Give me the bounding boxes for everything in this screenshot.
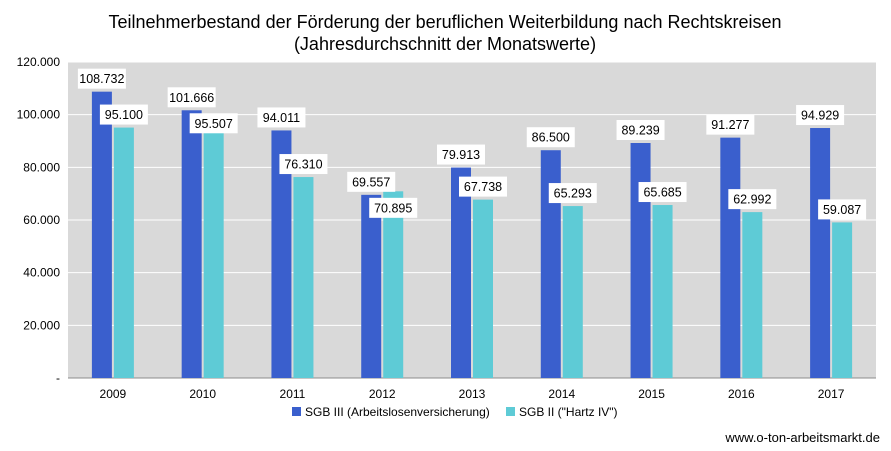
y-tick-label: 80.000 [23, 160, 60, 174]
data-label-sgb2-2015: 65.685 [638, 182, 687, 203]
legend-label: SGB II ("Hartz IV") [519, 405, 618, 419]
data-label-sgb2-2016: 62.992 [728, 189, 777, 210]
bar-sgb3-2011 [271, 130, 292, 378]
chart-title: Teilnehmerbestand der Förderung der beru… [108, 12, 781, 32]
data-label-sgb3-2015: 89.239 [616, 120, 665, 141]
x-tick-label: 2009 [100, 387, 127, 401]
svg-text:95.507: 95.507 [195, 117, 233, 131]
y-tick-label: 60.000 [23, 213, 60, 227]
svg-text:79.913: 79.913 [442, 148, 480, 162]
svg-text:65.685: 65.685 [643, 186, 681, 200]
svg-text:62.992: 62.992 [733, 193, 771, 207]
svg-text:94.929: 94.929 [801, 109, 839, 123]
svg-text:91.277: 91.277 [711, 118, 749, 132]
bar-sgb2-2013 [473, 199, 493, 378]
data-label-sgb2-2013: 67.738 [459, 176, 507, 197]
x-axis: 2009 2010 2011 2012 2013 2014 2015 2016 2017 [100, 387, 845, 401]
svg-text:69.557: 69.557 [352, 175, 390, 189]
bars [91, 91, 853, 379]
bar-sgb3-2009 [91, 91, 112, 379]
data-label-sgb2-2017: 59.087 [818, 199, 867, 220]
bar-sgb3-2013 [451, 167, 471, 378]
bar-sgb2-2016 [742, 212, 763, 378]
bar-sgb2-2011 [293, 177, 314, 378]
data-label-sgb3-2016: 91.277 [706, 114, 755, 135]
y-tick-label: 40.000 [23, 266, 60, 280]
svg-text:67.738: 67.738 [464, 180, 502, 194]
data-label-sgb3-2012: 69.557 [347, 171, 396, 192]
data-label-sgb3-2014: 86.500 [526, 127, 575, 148]
y-tick-label: - [56, 371, 60, 385]
svg-text:89.239: 89.239 [621, 124, 659, 138]
svg-text:86.500: 86.500 [532, 131, 570, 145]
data-labels: 108.732 95.100 101.666 95.507 94.011 76.310 69… [77, 68, 867, 220]
bar-sgb3-2010 [181, 110, 202, 378]
x-tick-label: 2012 [369, 387, 396, 401]
data-label-sgb2-2014: 65.293 [548, 183, 597, 204]
bar-sgb2-2012 [383, 191, 404, 378]
bar-sgb3-2014 [540, 150, 561, 378]
bar-sgb3-2015 [630, 143, 651, 378]
data-label-sgb2-2010: 95.507 [189, 113, 238, 134]
svg-text:65.293: 65.293 [554, 187, 592, 201]
data-label-sgb3-2010: 101.666 [167, 87, 216, 108]
svg-text:108.732: 108.732 [79, 72, 124, 86]
y-tick-label: 100.000 [17, 108, 61, 122]
x-tick-label: 2017 [818, 387, 845, 401]
bar-sgb3-2012 [361, 194, 382, 378]
svg-text:76.310: 76.310 [284, 158, 322, 172]
x-tick-label: 2010 [189, 387, 216, 401]
source-url: www.o-ton-arbeitsmarkt.de [724, 430, 880, 445]
data-label-sgb2-2012: 70.895 [369, 197, 418, 218]
bar-sgb2-2014 [562, 206, 583, 378]
x-tick-label: 2013 [459, 387, 486, 401]
data-label-sgb3-2017: 94.929 [796, 105, 845, 126]
legend-label: SGB III (Arbeitslosenversicherung) [305, 405, 490, 419]
x-tick-label: 2016 [728, 387, 755, 401]
svg-text:95.100: 95.100 [105, 108, 143, 122]
y-tick-label: 20.000 [23, 318, 60, 332]
chart-subtitle: (Jahresdurchschnitt der Monatswerte) [294, 34, 596, 54]
data-label-sgb3-2013: 79.913 [437, 144, 485, 165]
svg-text:101.666: 101.666 [169, 91, 214, 105]
bar-sgb2-2017 [832, 222, 853, 378]
bar-sgb3-2017 [810, 128, 831, 378]
legend-swatch [506, 407, 515, 416]
data-label-sgb3-2011: 94.011 [257, 107, 306, 128]
bar-sgb2-2010 [203, 126, 224, 378]
bar-sgb2-2015 [652, 205, 673, 378]
bar-sgb2-2009 [113, 127, 134, 378]
x-tick-label: 2011 [280, 387, 306, 401]
legend: SGB III (Arbeitslosenversicherung) SGB II… [292, 405, 618, 419]
data-label-sgb2-2009: 95.100 [99, 104, 148, 125]
y-axis: - 20.000 40.000 60.000 80.000 100.000 120.000 [17, 55, 876, 385]
y-tick-label: 120.000 [17, 55, 61, 69]
svg-text:59.087: 59.087 [823, 203, 861, 217]
data-label-sgb2-2011: 76.310 [279, 154, 328, 175]
svg-text:70.895: 70.895 [374, 201, 412, 215]
x-tick-label: 2014 [548, 387, 575, 401]
x-tick-label: 2015 [638, 387, 665, 401]
bar-sgb3-2016 [720, 137, 741, 378]
svg-text:94.011: 94.011 [263, 111, 300, 125]
legend-item-sgb2: SGB II ("Hartz IV") [506, 405, 618, 419]
legend-item-sgb3: SGB III (Arbeitslosenversicherung) [292, 405, 490, 419]
legend-swatch [292, 407, 301, 416]
data-label-sgb3-2009: 108.732 [77, 68, 126, 89]
